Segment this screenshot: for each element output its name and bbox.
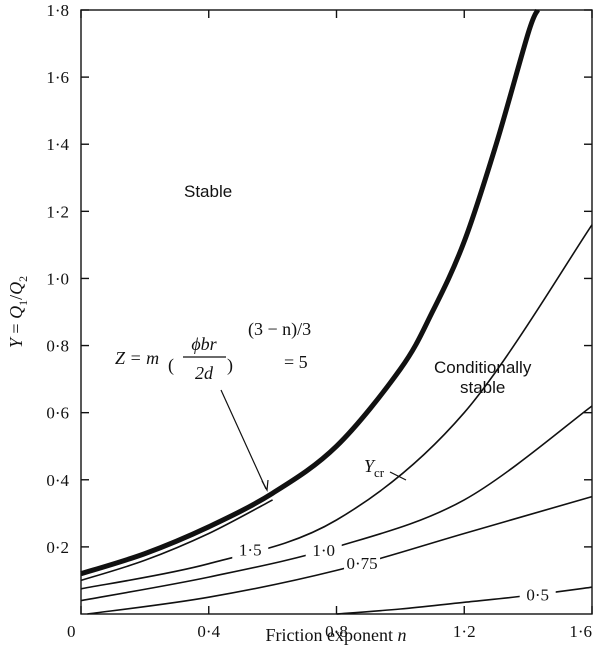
formula-equals: = 5 — [284, 352, 308, 372]
stable-label-2: stable — [460, 378, 505, 397]
formula-leader-arrow — [261, 479, 269, 492]
curve-label-gap — [519, 583, 556, 604]
plot-frame — [80, 9, 593, 615]
curve-label: 0·75 — [346, 554, 377, 573]
y-tick-label: 0·2 — [46, 538, 69, 557]
y-tick-label: 1·8 — [46, 1, 69, 20]
formula-annotation: Z = m ( ϕbr 2d ) (3 − n)/3 = 5 — [115, 319, 311, 492]
curves: 1·5 1·0 0·75 0·5 — [80, 8, 593, 615]
curve-label-gap — [344, 551, 381, 572]
y-tick-label: 0·4 — [46, 471, 69, 490]
formula-numerator: ϕbr — [191, 334, 217, 354]
curve-label-gap — [305, 538, 342, 559]
series-line-z-075 — [87, 495, 593, 615]
ycr-leader — [389, 471, 407, 481]
formula-paren-right: ) — [227, 355, 233, 376]
ticks — [80, 9, 593, 614]
x-axis-title: Friction exponent n — [266, 625, 407, 645]
y-tick-label: 1·2 — [46, 202, 69, 221]
y-tick-label: 1·4 — [46, 135, 69, 154]
curve-label: 0·5 — [526, 585, 549, 604]
y-tick-label: 1·6 — [46, 68, 69, 87]
y-tick-label: 1·0 — [46, 269, 69, 288]
y-axis-title: Y = Q1/Q2 — [6, 276, 30, 348]
y-tick-label: 0·6 — [46, 404, 69, 423]
tick-labels: 0 0·4 0·8 1·2 1·6 0·2 0·4 0·6 0·8 1·0 1·2 1·4 1·6 1·8 — [46, 1, 592, 641]
series-line-ycr — [80, 8, 541, 577]
x-tick-label: 1·6 — [569, 622, 592, 641]
formula-leader — [220, 389, 267, 490]
curve-label-gap — [232, 538, 269, 559]
curve-label: 1·0 — [312, 541, 335, 560]
formula-denominator: 2d — [195, 363, 214, 383]
formula-z: Z = m — [115, 348, 159, 368]
ycr-label: Ycr — [364, 456, 385, 480]
series-line-z-15 — [80, 224, 593, 590]
x-tick-label: 1·2 — [453, 622, 476, 641]
series-line-z-5 — [80, 499, 273, 582]
y-tick-label: 0·8 — [46, 337, 69, 356]
x-tick-label: 0·8 — [325, 622, 348, 641]
stable-label: Stable — [184, 182, 232, 201]
formula-paren-left: ( — [168, 355, 174, 376]
series-line-z-10 — [80, 405, 593, 602]
curve-label: 1·5 — [239, 540, 262, 559]
x-tick-label: 0·4 — [197, 622, 220, 641]
formula-exponent: (3 − n)/3 — [248, 319, 311, 340]
x-tick-label: 0 — [67, 622, 76, 641]
conditionally-label: Conditionally — [434, 358, 532, 377]
